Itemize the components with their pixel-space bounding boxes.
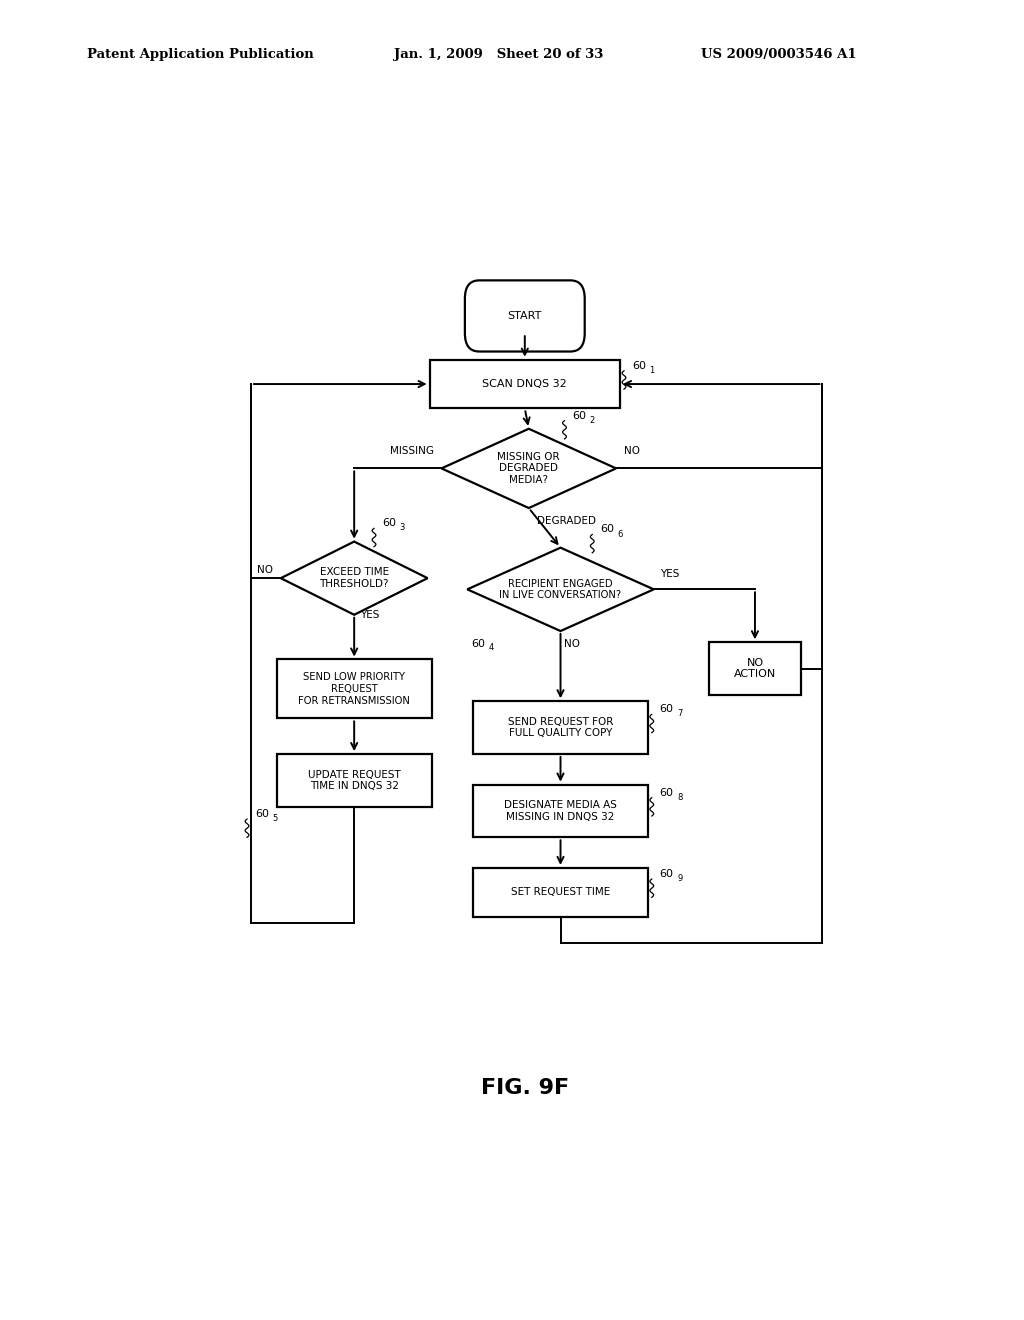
Text: NO: NO — [564, 639, 581, 649]
Polygon shape — [467, 548, 653, 631]
Text: 60: 60 — [572, 411, 587, 421]
Bar — [473, 784, 648, 837]
Text: 2: 2 — [590, 416, 595, 425]
Text: 60: 60 — [659, 869, 674, 879]
Text: 9: 9 — [677, 874, 682, 883]
Text: NO
ACTION: NO ACTION — [734, 657, 776, 680]
Text: US 2009/0003546 A1: US 2009/0003546 A1 — [701, 48, 857, 61]
Text: 8: 8 — [677, 793, 683, 801]
Text: 60: 60 — [632, 360, 646, 371]
Bar — [473, 867, 648, 916]
Text: MISSING OR
DEGRADED
MEDIA?: MISSING OR DEGRADED MEDIA? — [498, 451, 560, 484]
Text: 60: 60 — [600, 524, 614, 535]
Text: SEND LOW PRIORITY
REQUEST
FOR RETRANSMISSION: SEND LOW PRIORITY REQUEST FOR RETRANSMIS… — [298, 672, 411, 706]
Text: 60: 60 — [255, 809, 269, 818]
Text: UPDATE REQUEST
TIME IN DNQS 32: UPDATE REQUEST TIME IN DNQS 32 — [308, 770, 400, 791]
Text: NO: NO — [624, 446, 640, 457]
Text: 60: 60 — [659, 788, 674, 797]
Text: DESIGNATE MEDIA AS
MISSING IN DNQS 32: DESIGNATE MEDIA AS MISSING IN DNQS 32 — [504, 800, 616, 822]
Text: 60: 60 — [382, 519, 396, 528]
Text: SEND REQUEST FOR
FULL QUALITY COPY: SEND REQUEST FOR FULL QUALITY COPY — [508, 717, 613, 738]
Bar — [430, 359, 621, 408]
Bar — [276, 754, 431, 807]
Text: Patent Application Publication: Patent Application Publication — [87, 48, 313, 61]
FancyBboxPatch shape — [465, 280, 585, 351]
Text: RECIPIENT ENGAGED
IN LIVE CONVERSATION?: RECIPIENT ENGAGED IN LIVE CONVERSATION? — [500, 578, 622, 601]
Text: YES: YES — [660, 569, 680, 579]
Text: YES: YES — [360, 610, 380, 619]
Bar — [473, 701, 648, 754]
Text: 60: 60 — [659, 705, 674, 714]
Polygon shape — [281, 541, 428, 615]
Text: SCAN DNQS 32: SCAN DNQS 32 — [482, 379, 567, 389]
Text: Jan. 1, 2009   Sheet 20 of 33: Jan. 1, 2009 Sheet 20 of 33 — [394, 48, 603, 61]
Text: 7: 7 — [677, 709, 683, 718]
Text: FIG. 9F: FIG. 9F — [480, 1078, 569, 1098]
Text: EXCEED TIME
THRESHOLD?: EXCEED TIME THRESHOLD? — [319, 568, 389, 589]
Text: 6: 6 — [617, 529, 623, 539]
Bar — [276, 660, 431, 718]
Bar — [710, 643, 801, 696]
Text: MISSING: MISSING — [389, 446, 433, 457]
Text: 60: 60 — [471, 639, 485, 649]
Text: DEGRADED: DEGRADED — [537, 516, 596, 527]
Text: 5: 5 — [272, 814, 278, 824]
Text: NO: NO — [257, 565, 272, 576]
Text: 1: 1 — [649, 366, 654, 375]
Polygon shape — [441, 429, 616, 508]
Text: 3: 3 — [399, 524, 404, 532]
Text: SET REQUEST TIME: SET REQUEST TIME — [511, 887, 610, 898]
Text: START: START — [508, 312, 542, 321]
Text: 4: 4 — [488, 643, 494, 652]
